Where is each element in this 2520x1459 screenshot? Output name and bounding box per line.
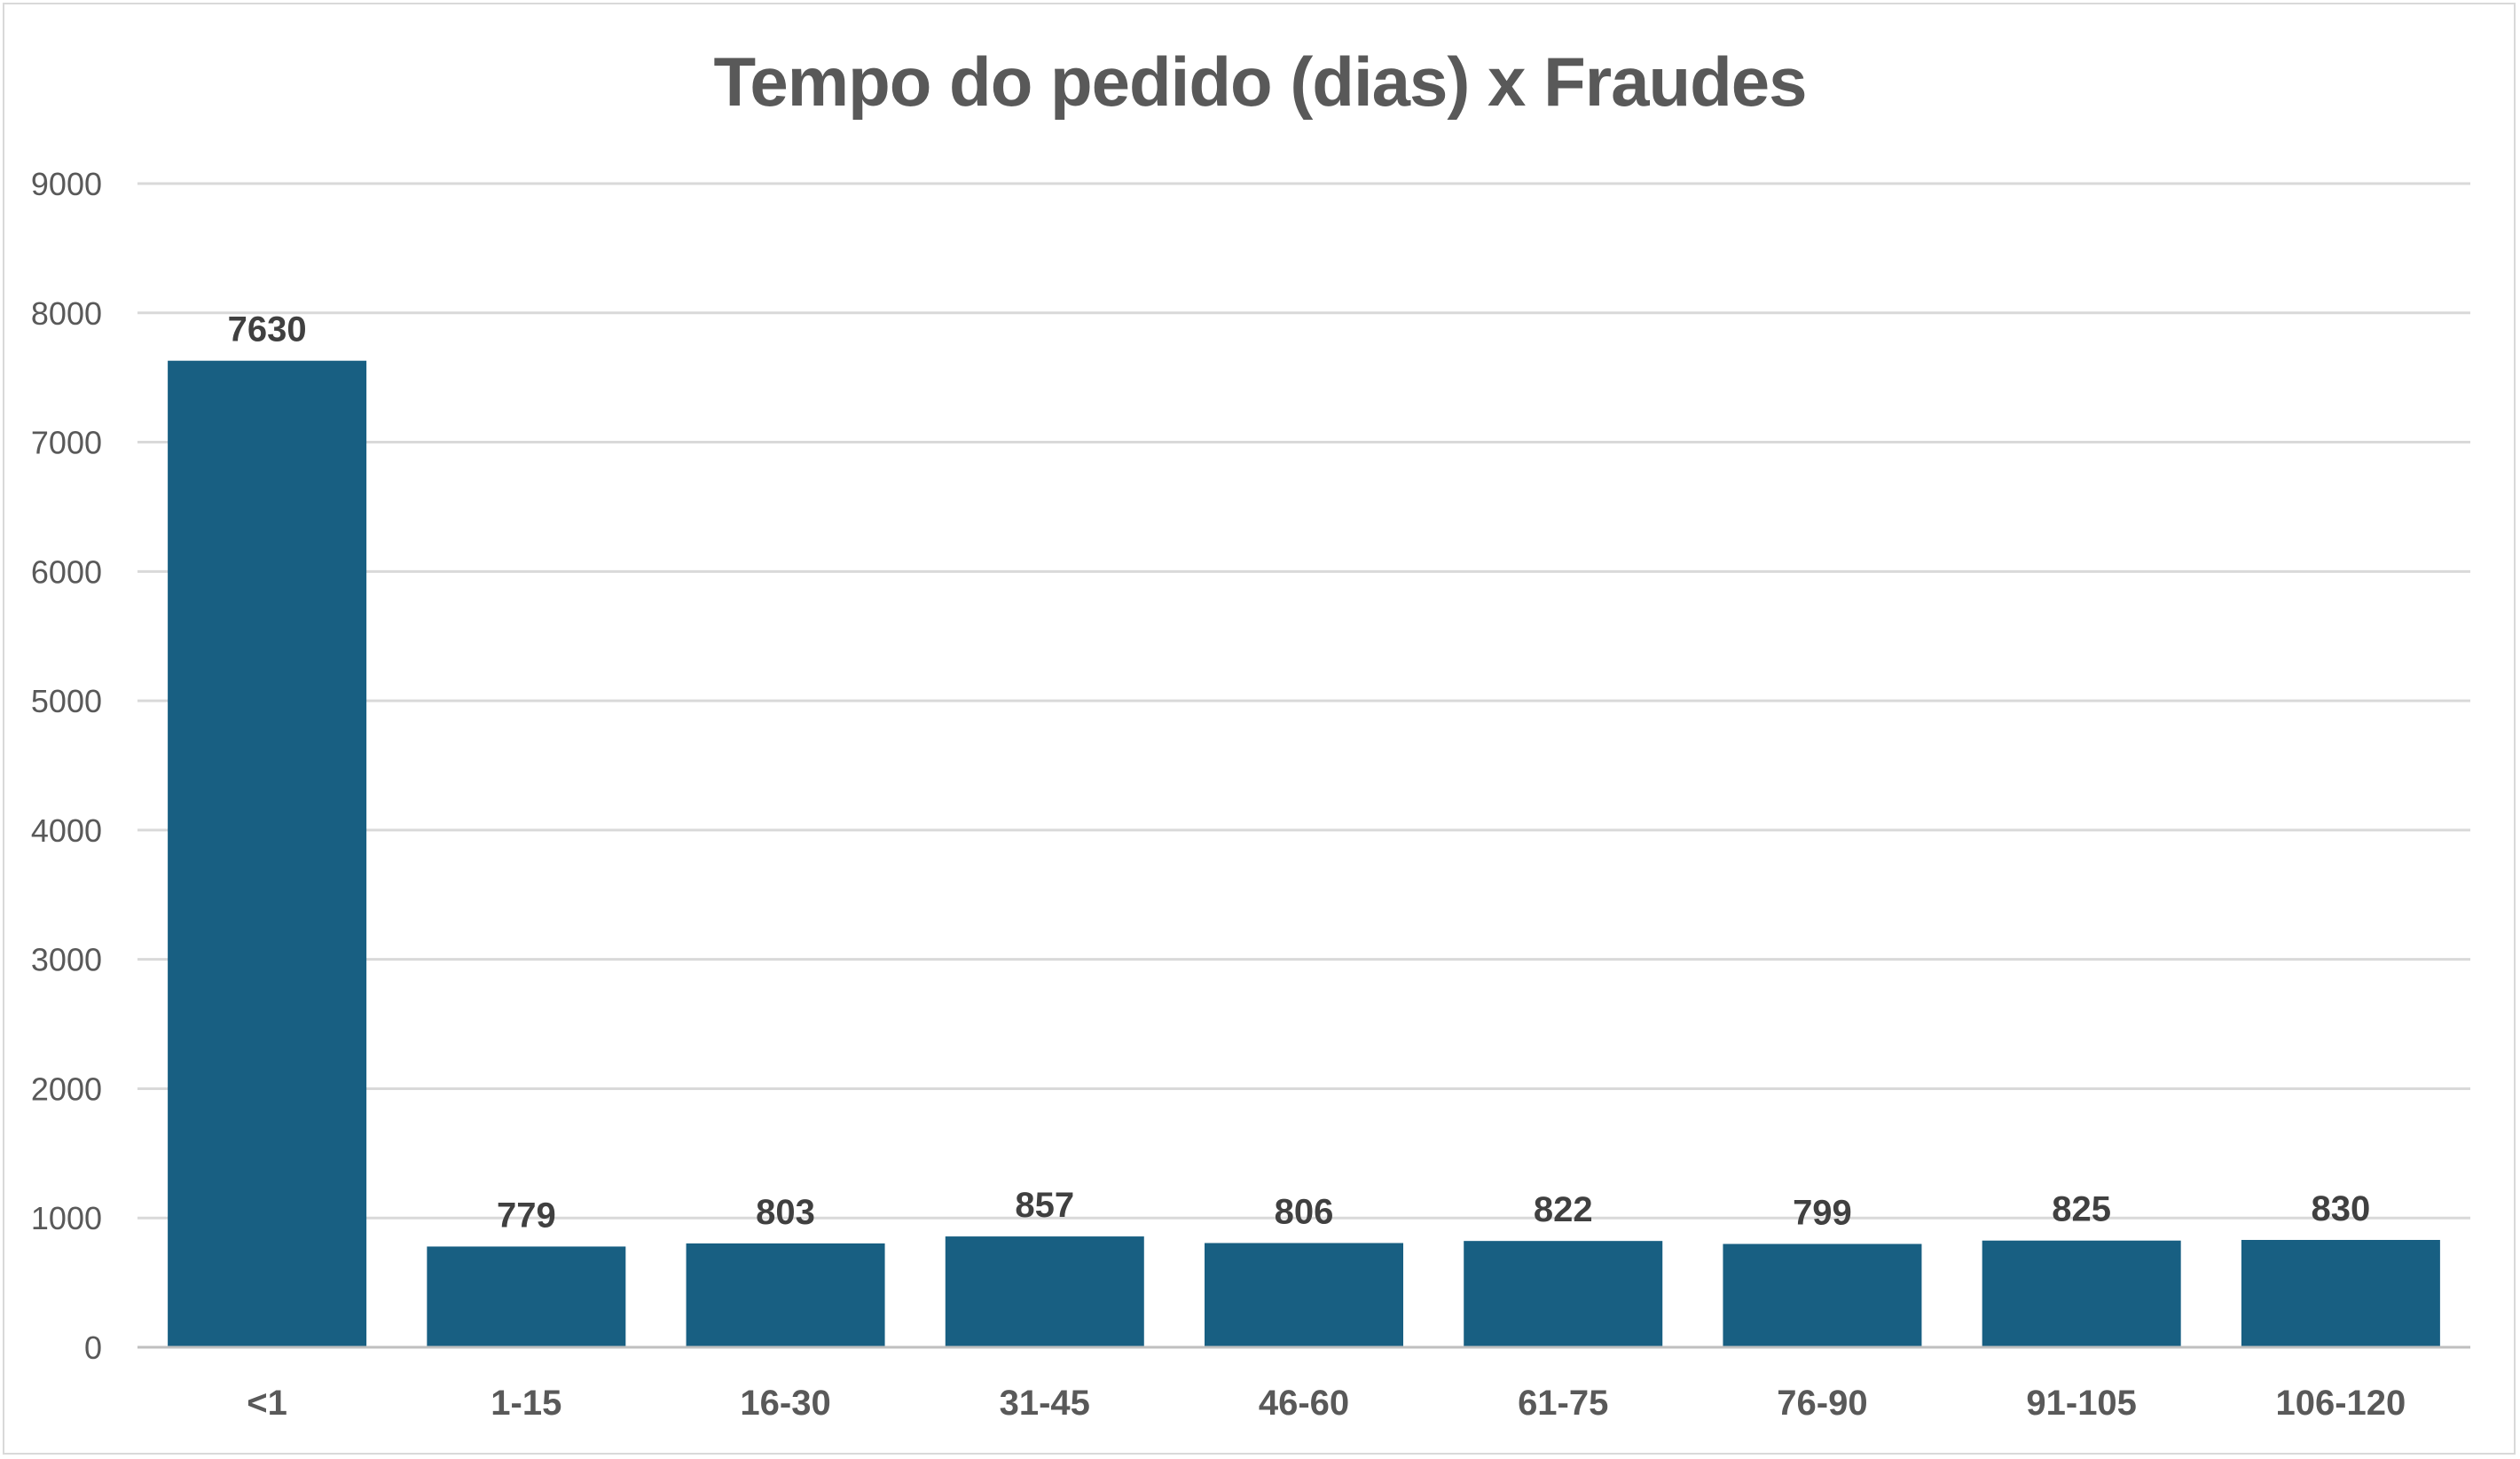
chart-title: Tempo do pedido (dias) x Fraudes bbox=[713, 43, 1808, 121]
x-tick-label: 16-30 bbox=[740, 1384, 830, 1423]
x-axis-ticks: <1 1-15 16-30 31-45 46-60 61-75 76-90 91-105 106… bbox=[247, 1384, 2406, 1423]
x-tick-label: 76-90 bbox=[1777, 1384, 1867, 1423]
x-tick-label: <1 bbox=[247, 1384, 287, 1423]
bar bbox=[945, 1236, 1144, 1347]
y-axis-ticks: 0 1000 2000 3000 4000 5000 6000 7000 8000 9000 bbox=[31, 166, 102, 1366]
y-tick-label: 9000 bbox=[31, 166, 102, 202]
y-tick-label: 4000 bbox=[31, 812, 102, 849]
y-tick-label: 0 bbox=[84, 1330, 102, 1366]
y-tick-label: 5000 bbox=[31, 683, 102, 719]
x-tick-label: 46-60 bbox=[1259, 1384, 1349, 1423]
bar bbox=[1723, 1243, 1922, 1347]
bar bbox=[168, 360, 367, 1347]
x-tick-label: 106-120 bbox=[2275, 1384, 2406, 1423]
y-tick-label: 6000 bbox=[31, 553, 102, 590]
data-label: 825 bbox=[2052, 1190, 2111, 1229]
bar bbox=[1205, 1243, 1403, 1347]
chart-area bbox=[3, 3, 2516, 1455]
data-label: 779 bbox=[497, 1196, 556, 1235]
data-label: 857 bbox=[1015, 1186, 1074, 1225]
bar bbox=[2241, 1240, 2440, 1347]
bars bbox=[168, 360, 2440, 1347]
y-tick-label: 8000 bbox=[31, 295, 102, 332]
data-label: 803 bbox=[756, 1193, 815, 1232]
bar bbox=[1982, 1240, 2181, 1347]
x-tick-label: 91-105 bbox=[2026, 1384, 2137, 1423]
data-label: 806 bbox=[1275, 1193, 1334, 1232]
data-label: 830 bbox=[2312, 1189, 2371, 1228]
gridlines bbox=[137, 182, 2470, 1220]
data-labels: 7630 779 803 857 806 822 799 825 830 bbox=[228, 310, 2371, 1235]
y-tick-label: 2000 bbox=[31, 1071, 102, 1107]
x-tick-label: 31-45 bbox=[1000, 1384, 1090, 1423]
y-tick-label: 3000 bbox=[31, 942, 102, 978]
bar bbox=[686, 1243, 885, 1347]
x-tick-label: 1-15 bbox=[491, 1384, 561, 1423]
x-tick-label: 61-75 bbox=[1518, 1384, 1608, 1423]
y-tick-label: 7000 bbox=[31, 425, 102, 461]
bar bbox=[1464, 1241, 1663, 1347]
bar bbox=[427, 1246, 626, 1347]
data-label: 799 bbox=[1793, 1194, 1852, 1233]
data-label: 7630 bbox=[228, 310, 307, 349]
data-label: 822 bbox=[1534, 1190, 1593, 1229]
y-tick-label: 1000 bbox=[31, 1200, 102, 1236]
